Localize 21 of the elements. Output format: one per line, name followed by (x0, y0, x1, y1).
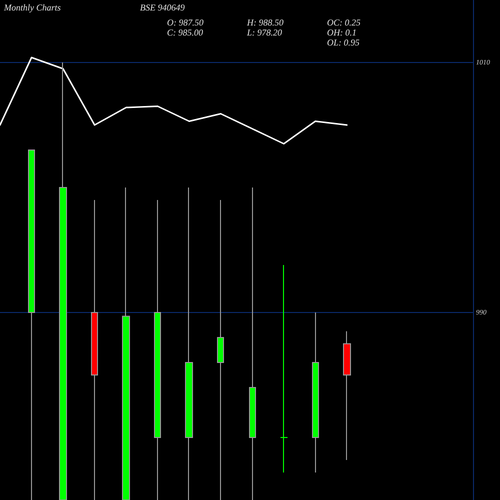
candlestick (122, 187, 130, 500)
candlestick (28, 150, 35, 500)
candlestick (343, 330, 351, 460)
candlestick (312, 312, 319, 473)
chart-title: Monthly Charts (3, 2, 62, 12)
candlestick (154, 200, 161, 500)
annotation: L: 978.20 (246, 28, 282, 38)
annotation: OL: 0.95 (327, 38, 360, 48)
annotation: C: 985.00 (167, 28, 204, 38)
line-series (0, 56, 348, 144)
candlestick (185, 187, 193, 500)
candlestick (249, 187, 256, 500)
chart-subtitle: BSE 940649 (140, 2, 186, 12)
annotation: OH: 0.1 (327, 28, 356, 38)
annotation: O: 987.50 (167, 18, 204, 28)
candlestick (217, 200, 224, 500)
candlestick (59, 62, 67, 500)
candlestick (91, 200, 98, 500)
annotation: H: 988.50 (246, 18, 284, 28)
annotation: OC: 0.25 (327, 18, 361, 28)
candlestick (280, 264, 288, 473)
